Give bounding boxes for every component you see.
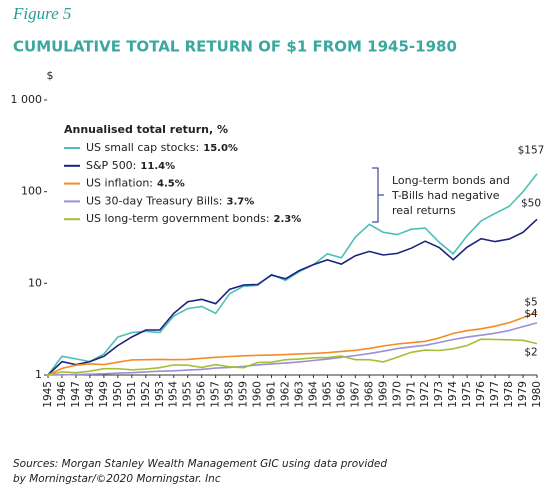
series-line xyxy=(47,218,538,376)
x-tick-label: 1945 xyxy=(42,381,54,408)
legend-name: S&P 500: xyxy=(86,159,136,172)
legend-entry: S&P 500: 11.4% xyxy=(86,159,175,172)
x-tick-label: 1949 xyxy=(98,381,110,408)
x-tick-label: 1955 xyxy=(182,381,194,408)
x-tick-label: 1966 xyxy=(335,381,347,408)
x-tick-label: 1960 xyxy=(252,381,264,408)
x-tick-label: 1962 xyxy=(280,381,292,408)
x-tick-label: 1976 xyxy=(475,381,487,408)
x-tick-label: 1947 xyxy=(70,381,82,408)
end-label: $157 xyxy=(518,145,545,157)
legend-entry: US 30-day Treasury Bills: 3.7% xyxy=(86,194,254,207)
x-tick-label: 1979 xyxy=(517,381,529,408)
annotation: T-Bills had negative xyxy=(391,189,500,202)
x-tick-label: 1969 xyxy=(377,381,389,408)
legend-return: 15.0% xyxy=(203,143,238,154)
legend-entry: US long-term government bonds: 2.3% xyxy=(86,212,301,225)
annotation: Long-term bonds and xyxy=(392,174,510,187)
end-label: $5 xyxy=(524,297,537,309)
legend-name: US inflation: xyxy=(86,177,153,190)
series-line xyxy=(47,322,538,376)
legend-name: US 30-day Treasury Bills: xyxy=(86,194,223,207)
legend-title: Annualised total return, % xyxy=(64,123,228,136)
x-tick-label: 1978 xyxy=(503,381,515,408)
legend-name: US long-term government bonds: xyxy=(86,212,270,225)
x-tick-label: 1963 xyxy=(293,381,305,408)
bracket xyxy=(372,167,384,223)
x-tick-label: 1975 xyxy=(461,381,473,408)
legend-name: US small cap stocks: xyxy=(86,141,199,154)
x-tick-label: 1953 xyxy=(154,381,166,408)
chart-title: CUMULATIVE TOTAL RETURN OF $1 FROM 1945-… xyxy=(13,38,457,56)
series-line xyxy=(47,310,538,376)
x-tick-label: 1951 xyxy=(126,381,138,408)
x-tick-label: 1950 xyxy=(112,381,124,408)
x-tick-label: 1972 xyxy=(419,381,431,408)
legend-return: 4.5% xyxy=(157,179,185,190)
end-label: $4 xyxy=(524,308,538,320)
series-line xyxy=(47,173,538,376)
series-line xyxy=(47,338,538,376)
end-label: $50 xyxy=(521,197,541,209)
x-tick-label: 1973 xyxy=(433,381,445,408)
legend-return: 3.7% xyxy=(227,196,255,207)
x-tick-label: 1954 xyxy=(168,381,180,408)
x-tick-label: 1946 xyxy=(56,381,68,408)
x-tick-label: 1956 xyxy=(196,381,208,408)
x-tick-label: 1961 xyxy=(266,381,278,408)
y-tick-label: 100 xyxy=(21,185,42,198)
legend-entry: US small cap stocks: 15.0% xyxy=(86,141,238,154)
x-tick-label: 1974 xyxy=(447,381,459,408)
legend-return: 11.4% xyxy=(140,161,175,172)
x-tick-label: 1952 xyxy=(140,381,152,408)
annotation: real returns xyxy=(392,204,456,217)
x-tick-label: 1957 xyxy=(210,381,222,408)
figure-label: Figure 5 xyxy=(12,4,71,23)
x-tick-label: 1964 xyxy=(307,381,319,408)
y-tick-label: 1 000 xyxy=(11,93,43,106)
x-tick-label: 1980 xyxy=(531,381,543,408)
x-tick-label: 1967 xyxy=(349,381,361,408)
legend-return: 2.3% xyxy=(274,214,302,225)
end-label: $2 xyxy=(524,347,537,359)
y-tick-label: 10 xyxy=(28,276,42,289)
x-tick-label: 1970 xyxy=(391,381,403,408)
x-tick-label: 1977 xyxy=(489,381,501,408)
y-axis-label: $ xyxy=(47,69,54,82)
legend-entry: US inflation: 4.5% xyxy=(86,177,185,190)
y-tick-label: 1 xyxy=(35,368,42,381)
x-tick-label: 1965 xyxy=(321,381,333,408)
x-tick-label: 1968 xyxy=(363,381,375,408)
x-tick-label: 1959 xyxy=(238,381,250,408)
x-tick-label: 1971 xyxy=(405,381,417,408)
x-tick-label: 1948 xyxy=(84,381,96,408)
x-tick-label: 1958 xyxy=(224,381,236,408)
source: Sources: Morgan Stanley Wealth Managemen… xyxy=(13,458,388,485)
